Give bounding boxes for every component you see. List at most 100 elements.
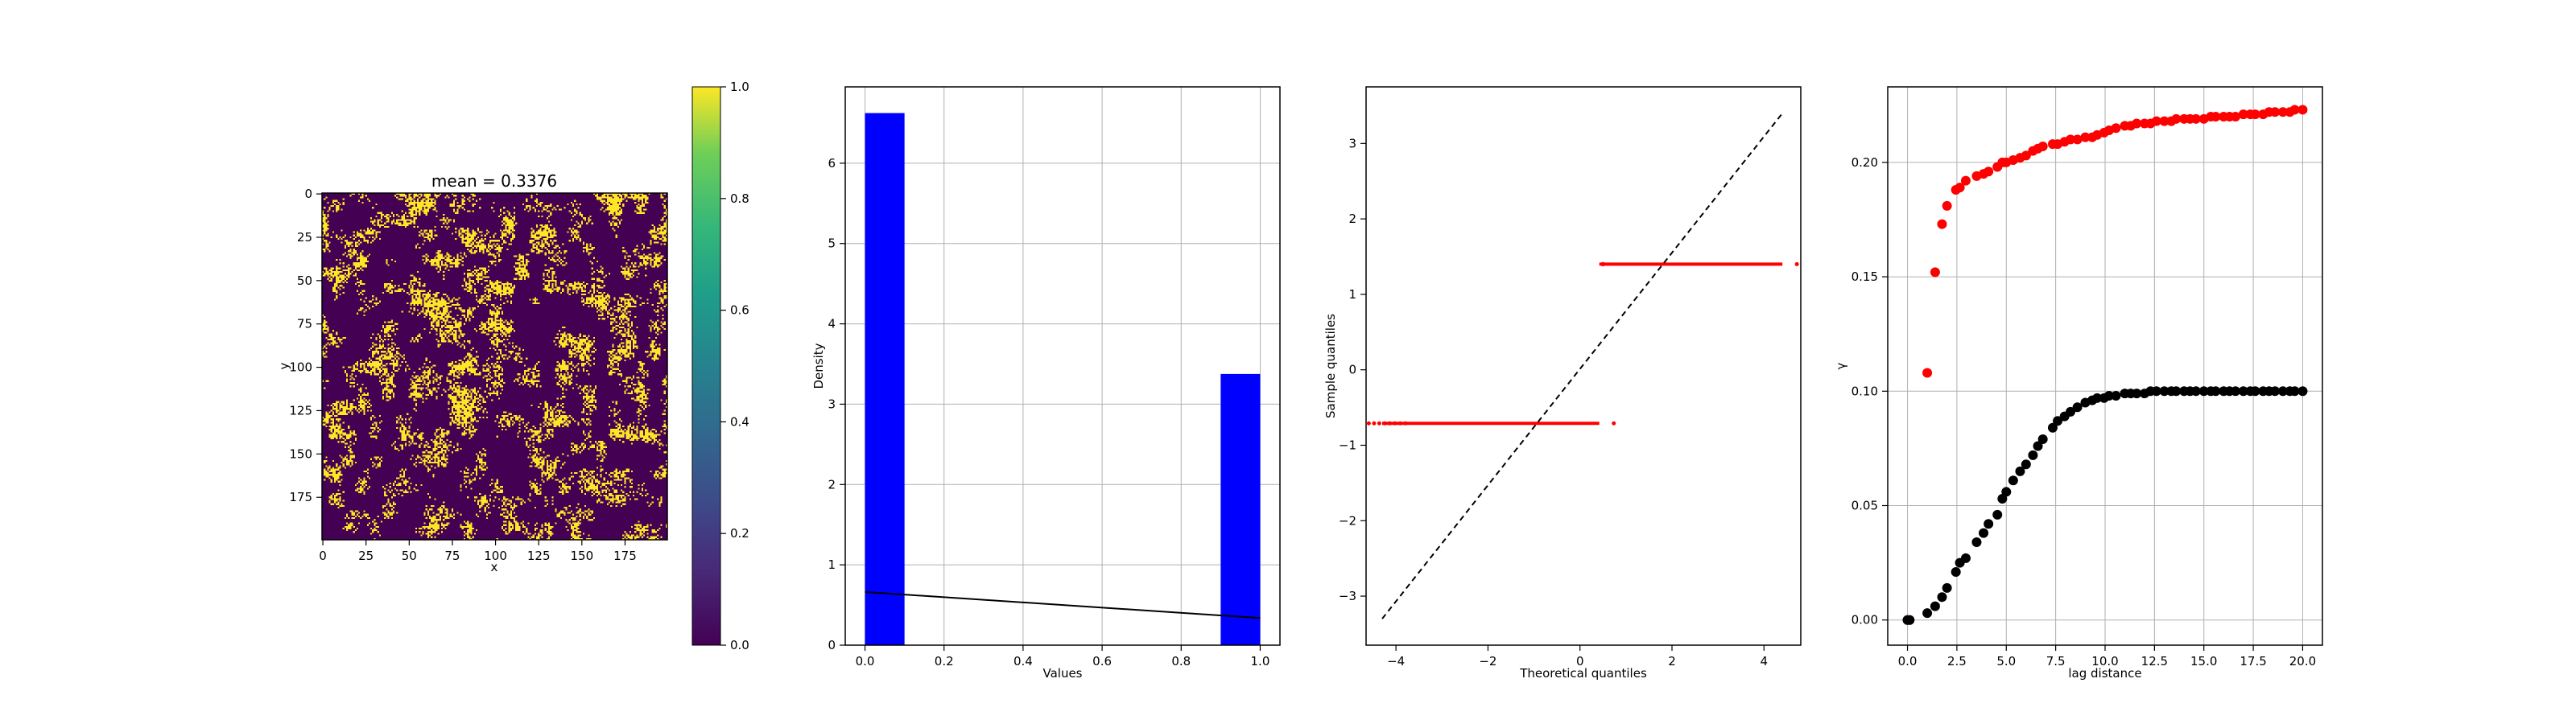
heatmap-x-tick-label: 25 [358,549,374,563]
variogram-point [2001,487,2012,497]
histogram-grid [845,87,1280,646]
variogram-x-tick-label: 5.0 [1996,654,2016,668]
variogram-x-tick-label: 12.5 [2141,654,2168,668]
qq-point [1397,421,1402,426]
histogram-y-tick-label: 0 [828,638,836,652]
variogram-point [2132,118,2142,129]
histogram-x-tick-label: 0.4 [1013,654,1033,668]
qq-point [1387,421,1392,426]
histogram-y-tick-label: 4 [828,317,836,331]
qq-x-ticks: −4 −2 0 2 4 [1387,645,1768,668]
variogram-x-tick-label: 2.5 [1947,654,1967,668]
variogram-point [2171,113,2182,124]
qq-x-tick-label: 2 [1668,654,1676,668]
variogram-point [2066,406,2076,417]
qq-point [1393,421,1397,426]
variogram-point [2066,134,2076,145]
variogram-point [2037,141,2048,151]
variogram-point [1960,175,1971,186]
qq-point [1372,421,1377,426]
variogram-y-tick-label: 0.05 [1852,499,1878,513]
histogram-x-ticks: 0.0 0.2 0.4 0.6 0.8 1.0 [856,645,1270,668]
variogram-point [2072,134,2083,145]
heatmap-x-tick-label: 175 [613,549,637,563]
variogram-point [2231,386,2240,397]
heatmap-y-tick-label: 125 [289,403,312,418]
variogram-point [2198,386,2209,397]
qq-x-tick-label: 4 [1761,654,1769,668]
histogram-x-tick-label: 0.6 [1092,654,1112,668]
variogram-panel: 0.0 2.5 5.0 7.5 10.0 12.5 15.0 17.5 20.0 0.000.0… [1834,86,2323,681]
heatmap-y-tick-label: 0 [304,187,312,201]
histogram-bar [1220,373,1261,645]
histogram-y-tick-label: 1 [828,557,836,572]
heatmap-y-tick-label: 150 [289,446,312,461]
histogram-x-label: Values [1042,666,1082,681]
variogram-point [1942,582,1952,593]
histogram-x-tick-label: 0.2 [935,654,954,668]
variogram-point [2033,441,2043,451]
variogram-x-tick-label: 15.0 [2190,654,2217,668]
heatmap-x-tick-label: 0 [319,549,327,563]
qq-y-ticks: −3 −2 −1 0 1 2 3 [1339,136,1366,603]
qq-reference-line [1381,113,1783,619]
variogram-point [2231,111,2240,121]
histogram-x-tick-label: 0.0 [856,654,875,668]
variogram-point [2103,390,2114,401]
qq-frame [1365,86,1802,646]
heatmap-title: mean = 0.3376 [431,171,557,191]
colorbar-tick-label: 0.0 [730,638,749,652]
variogram-point [1930,601,1940,611]
qq-y-tick-label: −2 [1339,513,1356,528]
histogram-density-line [865,590,1261,619]
heatmap-x-tick-label: 75 [444,549,460,563]
qq-x-label: Theoretical quantiles [1519,666,1647,681]
variogram-y-tick-label: 0.15 [1852,269,1878,284]
variogram-point [1942,200,1952,211]
variogram-y-ticks: 0.00 0.05 0.10 0.15 0.20 [1852,155,1888,627]
histogram-frame [844,86,1281,646]
variogram-point [1979,528,1989,538]
variogram-point [2289,386,2300,397]
qq-point [1382,421,1387,426]
histogram-bar [865,113,905,645]
qq-y-tick-label: −3 [1339,589,1356,603]
variogram-point [1922,608,1933,619]
variogram-point [2211,111,2221,121]
heatmap-x-tick-label: 100 [484,549,507,563]
variogram-point [2111,123,2121,134]
heatmap-y-label: y [277,362,291,369]
variogram-point [2072,402,2083,413]
variogram-point [1930,267,1940,278]
histogram-y-tick-label: 5 [828,237,836,251]
histogram-y-ticks: 0 1 2 3 4 5 6 [828,156,845,652]
qq-points [1366,261,1799,426]
variogram-x-tick-label: 17.5 [2240,654,2266,668]
variogram-point [1955,183,1965,193]
variogram-point [2171,386,2182,397]
variogram-point [2132,389,2142,399]
qq-plot-panel: −4 −2 0 2 4 −3 −2 −1 0 1 2 3 Theoretical quantiles… [1323,86,1802,681]
variogram-point [2080,132,2091,142]
variogram-point [1984,167,1994,177]
variogram-x-tick-label: 0.0 [1898,654,1918,668]
qq-point [1366,421,1371,426]
heatmap-image [322,193,667,540]
variogram-points [1902,105,2308,625]
variogram-x-tick-label: 10.0 [2091,654,2118,668]
qq-y-label: Sample quantiles [1323,314,1338,418]
qq-x-tick-label: −2 [1479,654,1496,668]
variogram-point [2277,107,2288,117]
heatmap-y-ticks: 0 25 50 75 100 125 150 175 [289,187,322,504]
histogram-y-label: Density [811,343,826,389]
variogram-point [2238,386,2248,397]
histogram-y-tick-label: 3 [828,397,836,411]
variogram-point [2037,434,2048,445]
variogram-point [2289,105,2300,115]
colorbar-gradient [691,86,721,646]
qq-y-tick-label: −1 [1339,438,1356,452]
colorbar-tick-label: 0.2 [730,526,749,541]
histogram-x-tick-label: 1.0 [1251,654,1270,668]
variogram-point [2211,386,2221,397]
qq-point [1403,421,1408,426]
